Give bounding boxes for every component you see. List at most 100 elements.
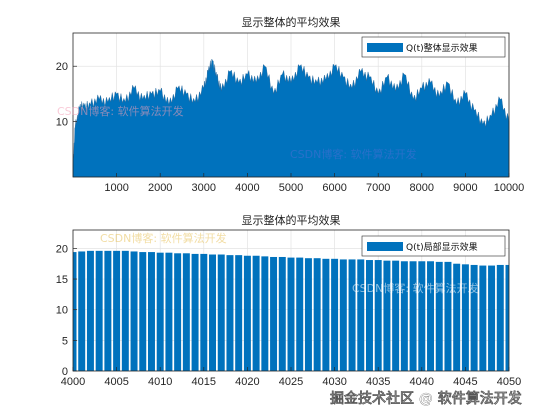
bar (78, 251, 86, 371)
bottom-x-tick-label: 4000 (61, 376, 85, 388)
bottom-x-tick-label: 4025 (279, 376, 303, 388)
bar (182, 253, 190, 371)
bar (505, 264, 509, 371)
top-chart-title: 显示整体的平均效果 (242, 15, 341, 29)
watermark-top-right: CSDN博客: 软件算法开发 (290, 147, 417, 161)
bar (296, 257, 304, 371)
top-x-tick-label: 8000 (410, 182, 434, 194)
bar (488, 265, 496, 371)
bar (86, 250, 94, 371)
bar (226, 255, 234, 371)
bar (156, 252, 164, 371)
bar (496, 264, 504, 371)
bar (383, 260, 391, 371)
top-x-tick-label: 3000 (192, 182, 216, 194)
bar (139, 252, 147, 371)
bar (209, 254, 217, 371)
bar (104, 250, 112, 371)
bar (313, 258, 321, 371)
bar (287, 257, 295, 371)
bottom-x-tick-label: 4040 (410, 376, 434, 388)
bottom-legend-label: Q(t)局部显示效果 (406, 241, 478, 253)
bar (400, 261, 408, 371)
bottom-y-tick-label: 0 (62, 366, 68, 378)
bar (121, 250, 129, 371)
bottom-legend: Q(t)局部显示效果 (361, 235, 506, 257)
bottom-x-tick-label: 4010 (148, 376, 172, 388)
bottom-y-tick-label: 10 (56, 305, 68, 317)
top-legend-swatch (367, 43, 403, 52)
bar (113, 250, 121, 371)
bar (365, 260, 373, 371)
top-legend: Q(t)整体显示效果 (361, 36, 506, 58)
top-legend-label: Q(t)整体显示效果 (406, 42, 478, 54)
bar (357, 259, 365, 371)
bottom-x-tick-label: 4050 (497, 376, 521, 388)
top-y-tick-label: 10 (56, 117, 68, 129)
bar (348, 259, 356, 371)
top-x-tick-label: 6000 (322, 182, 346, 194)
bar (165, 252, 173, 371)
bottom-x-ticks: 4000 4005 4010 4015 4020 4025 4030 4035 4040 4045… (61, 367, 521, 388)
top-x-ticks: 1000 2000 3000 4000 5000 6000 7000 8000 9000 1000… (104, 173, 524, 194)
bottom-y-tick-label: 5 (62, 335, 68, 347)
bar (147, 252, 155, 371)
bottom-y-tick-label: 15 (56, 274, 68, 286)
bottom-bars (73, 250, 509, 371)
bar (191, 253, 199, 371)
bar (73, 252, 77, 371)
bar (427, 261, 435, 371)
bar (479, 265, 487, 371)
bar (278, 256, 286, 371)
watermark-bottom-left: CSDN博客: 软件算法开发 (100, 231, 227, 245)
top-x-tick-label: 7000 (366, 182, 390, 194)
bar (130, 251, 138, 371)
bottom-x-tick-label: 4030 (322, 376, 346, 388)
top-axes-box (72, 32, 510, 178)
bottom-x-tick-label: 4015 (192, 376, 216, 388)
footer-sub-text: CSDN @软件算法开发 (452, 406, 533, 416)
bar (409, 261, 417, 371)
bar (453, 263, 461, 371)
footer-main-text: 掘金技术社区 @ 软件算法开发 (330, 390, 523, 407)
bar (331, 258, 339, 371)
footer-overlay: 掘金技术社区 @ 软件算法开发 CSDN @软件算法开发 (330, 390, 534, 416)
top-x-tick-label: 2000 (148, 182, 172, 194)
top-x-tick-label: 9000 (453, 182, 477, 194)
bar (374, 260, 382, 371)
top-x-tick-label: 1000 (104, 182, 128, 194)
bottom-y-tick-label: 20 (56, 243, 68, 255)
bar (200, 253, 208, 371)
bar (444, 261, 452, 371)
bottom-x-tick-label: 4035 (366, 376, 390, 388)
top-x-tick-label: 10000 (494, 182, 525, 194)
bar (270, 256, 278, 371)
bar (435, 261, 443, 371)
bottom-x-tick-label: 4020 (235, 376, 259, 388)
top-x-tick-label: 5000 (279, 182, 303, 194)
top-y-tick-label: 20 (56, 61, 68, 73)
bottom-x-tick-label: 4045 (453, 376, 477, 388)
bottom-chart-title: 显示整体的平均效果 (242, 213, 341, 227)
bar (304, 258, 312, 371)
bottom-axes-box (72, 229, 510, 372)
watermark-top-left: CSDN博客: 软件算法开发 (57, 104, 184, 118)
bar (470, 264, 478, 371)
bar (174, 253, 182, 371)
top-x-tick-label: 4000 (235, 182, 259, 194)
top-chart: 显示整体的平均效果 1000 2000 3000 4000 5000 6000 7000 80… (56, 15, 525, 194)
bar (235, 255, 243, 371)
bottom-chart: 显示整体的平均效果 4000 4005 4010 4015 4020 4025 4030 40… (56, 213, 521, 388)
bottom-x-tick-label: 4005 (104, 376, 128, 388)
bar (261, 256, 269, 371)
bar (418, 261, 426, 371)
bar (461, 264, 469, 371)
bar (392, 260, 400, 371)
bottom-legend-swatch (367, 242, 403, 251)
top-y-ticks: 10 20 (56, 61, 77, 129)
watermark-bottom-right: CSDN博客: 软件算法开发 (352, 281, 479, 295)
bar (95, 250, 103, 371)
bar (217, 254, 225, 371)
bar (252, 255, 260, 371)
